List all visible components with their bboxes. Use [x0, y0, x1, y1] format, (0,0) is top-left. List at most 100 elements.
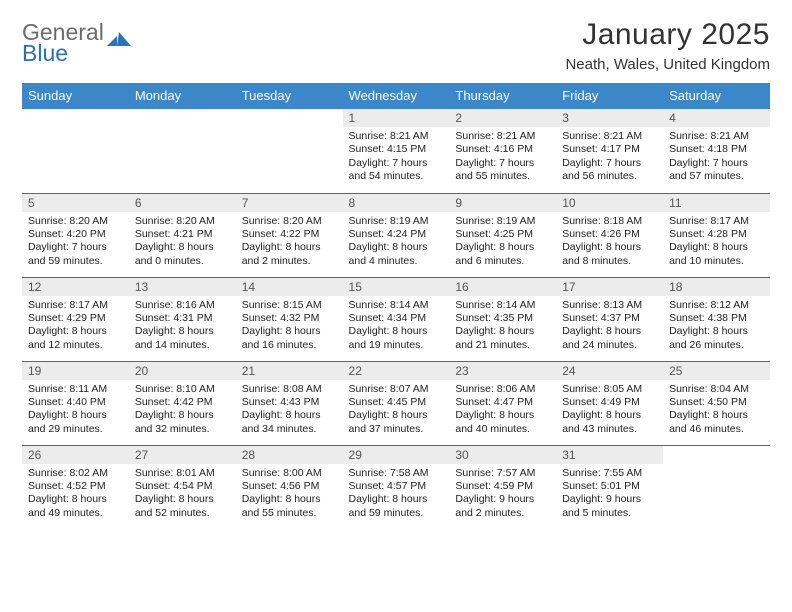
day-details: Sunrise: 8:11 AMSunset: 4:40 PMDaylight:… [22, 380, 129, 439]
calendar-day-cell: 14Sunrise: 8:15 AMSunset: 4:32 PMDayligh… [236, 277, 343, 361]
day-number: 3 [556, 109, 663, 127]
sunset-text: Sunset: 4:28 PM [669, 228, 766, 241]
sunrise-text: Sunrise: 8:15 AM [242, 299, 339, 312]
day-details: Sunrise: 8:14 AMSunset: 4:35 PMDaylight:… [449, 296, 556, 355]
sunrise-text: Sunrise: 8:10 AM [135, 383, 232, 396]
daylight-text-2: and 12 minutes. [28, 339, 125, 352]
day-number: 7 [236, 194, 343, 212]
day-details: Sunrise: 8:06 AMSunset: 4:47 PMDaylight:… [449, 380, 556, 439]
daylight-text-2: and 5 minutes. [562, 507, 659, 520]
calendar-day-cell: 24Sunrise: 8:05 AMSunset: 4:49 PMDayligh… [556, 361, 663, 445]
sunset-text: Sunset: 4:38 PM [669, 312, 766, 325]
calendar-day-cell [22, 109, 129, 193]
daylight-text-1: Daylight: 8 hours [669, 325, 766, 338]
day-details: Sunrise: 8:14 AMSunset: 4:34 PMDaylight:… [343, 296, 450, 355]
calendar-week-row: 5Sunrise: 8:20 AMSunset: 4:20 PMDaylight… [22, 193, 770, 277]
daylight-text-2: and 59 minutes. [28, 255, 125, 268]
daylight-text-1: Daylight: 7 hours [349, 157, 446, 170]
day-details: Sunrise: 8:20 AMSunset: 4:20 PMDaylight:… [22, 212, 129, 271]
daylight-text-2: and 59 minutes. [349, 507, 446, 520]
day-number: 18 [663, 278, 770, 296]
daylight-text-1: Daylight: 8 hours [669, 409, 766, 422]
sunset-text: Sunset: 4:45 PM [349, 396, 446, 409]
day-number: 13 [129, 278, 236, 296]
daylight-text-1: Daylight: 8 hours [28, 493, 125, 506]
logo: General Blue [22, 22, 131, 63]
daylight-text-2: and 46 minutes. [669, 423, 766, 436]
calendar-day-cell: 6Sunrise: 8:20 AMSunset: 4:21 PMDaylight… [129, 193, 236, 277]
day-number: 22 [343, 362, 450, 380]
daylight-text-1: Daylight: 8 hours [28, 325, 125, 338]
logo-word-2: Blue [22, 40, 68, 66]
sunset-text: Sunset: 4:43 PM [242, 396, 339, 409]
sunset-text: Sunset: 4:31 PM [135, 312, 232, 325]
day-number: 29 [343, 446, 450, 464]
day-details: Sunrise: 8:00 AMSunset: 4:56 PMDaylight:… [236, 464, 343, 523]
sunrise-text: Sunrise: 8:05 AM [562, 383, 659, 396]
daylight-text-1: Daylight: 8 hours [669, 241, 766, 254]
sunset-text: Sunset: 4:24 PM [349, 228, 446, 241]
sunrise-text: Sunrise: 8:02 AM [28, 467, 125, 480]
daylight-text-2: and 8 minutes. [562, 255, 659, 268]
calendar-day-cell: 13Sunrise: 8:16 AMSunset: 4:31 PMDayligh… [129, 277, 236, 361]
day-details: Sunrise: 8:08 AMSunset: 4:43 PMDaylight:… [236, 380, 343, 439]
sunrise-text: Sunrise: 8:13 AM [562, 299, 659, 312]
calendar-day-cell: 18Sunrise: 8:12 AMSunset: 4:38 PMDayligh… [663, 277, 770, 361]
sunset-text: Sunset: 4:59 PM [455, 480, 552, 493]
page-title: January 2025 [565, 18, 770, 52]
sunset-text: Sunset: 4:37 PM [562, 312, 659, 325]
day-details: Sunrise: 8:04 AMSunset: 4:50 PMDaylight:… [663, 380, 770, 439]
sunset-text: Sunset: 4:40 PM [28, 396, 125, 409]
day-details: Sunrise: 8:20 AMSunset: 4:21 PMDaylight:… [129, 212, 236, 271]
sunrise-text: Sunrise: 8:18 AM [562, 215, 659, 228]
daylight-text-2: and 37 minutes. [349, 423, 446, 436]
day-details: Sunrise: 8:17 AMSunset: 4:28 PMDaylight:… [663, 212, 770, 271]
day-number: 25 [663, 362, 770, 380]
logo-text: General Blue [22, 22, 104, 63]
day-number: 14 [236, 278, 343, 296]
title-block: January 2025 Neath, Wales, United Kingdo… [565, 18, 770, 73]
calendar-day-cell [129, 109, 236, 193]
sunrise-text: Sunrise: 8:06 AM [455, 383, 552, 396]
daylight-text-1: Daylight: 7 hours [669, 157, 766, 170]
calendar-day-cell [236, 109, 343, 193]
weekday-header: Wednesday [343, 83, 450, 109]
sunset-text: Sunset: 4:56 PM [242, 480, 339, 493]
day-number: 15 [343, 278, 450, 296]
day-number [236, 109, 343, 127]
daylight-text-1: Daylight: 8 hours [455, 241, 552, 254]
daylight-text-1: Daylight: 8 hours [242, 325, 339, 338]
calendar-day-cell: 26Sunrise: 8:02 AMSunset: 4:52 PMDayligh… [22, 445, 129, 529]
calendar-week-row: 12Sunrise: 8:17 AMSunset: 4:29 PMDayligh… [22, 277, 770, 361]
daylight-text-2: and 26 minutes. [669, 339, 766, 352]
daylight-text-1: Daylight: 8 hours [135, 241, 232, 254]
daylight-text-1: Daylight: 8 hours [562, 325, 659, 338]
day-number: 19 [22, 362, 129, 380]
day-number: 27 [129, 446, 236, 464]
daylight-text-1: Daylight: 8 hours [349, 493, 446, 506]
weekday-header: Monday [129, 83, 236, 109]
sunrise-text: Sunrise: 8:20 AM [135, 215, 232, 228]
sunset-text: Sunset: 4:42 PM [135, 396, 232, 409]
daylight-text-1: Daylight: 8 hours [135, 325, 232, 338]
daylight-text-2: and 40 minutes. [455, 423, 552, 436]
daylight-text-1: Daylight: 9 hours [455, 493, 552, 506]
daylight-text-2: and 24 minutes. [562, 339, 659, 352]
sunrise-text: Sunrise: 8:21 AM [669, 130, 766, 143]
daylight-text-2: and 4 minutes. [349, 255, 446, 268]
sunrise-text: Sunrise: 7:57 AM [455, 467, 552, 480]
daylight-text-1: Daylight: 8 hours [562, 241, 659, 254]
sunrise-text: Sunrise: 8:01 AM [135, 467, 232, 480]
sunrise-text: Sunrise: 8:11 AM [28, 383, 125, 396]
day-number: 30 [449, 446, 556, 464]
calendar-day-cell: 4Sunrise: 8:21 AMSunset: 4:18 PMDaylight… [663, 109, 770, 193]
day-number: 17 [556, 278, 663, 296]
calendar-day-cell: 23Sunrise: 8:06 AMSunset: 4:47 PMDayligh… [449, 361, 556, 445]
daylight-text-2: and 52 minutes. [135, 507, 232, 520]
calendar-day-cell: 22Sunrise: 8:07 AMSunset: 4:45 PMDayligh… [343, 361, 450, 445]
daylight-text-2: and 0 minutes. [135, 255, 232, 268]
day-details: Sunrise: 8:13 AMSunset: 4:37 PMDaylight:… [556, 296, 663, 355]
daylight-text-1: Daylight: 8 hours [28, 409, 125, 422]
calendar-day-cell: 11Sunrise: 8:17 AMSunset: 4:28 PMDayligh… [663, 193, 770, 277]
sunset-text: Sunset: 4:20 PM [28, 228, 125, 241]
